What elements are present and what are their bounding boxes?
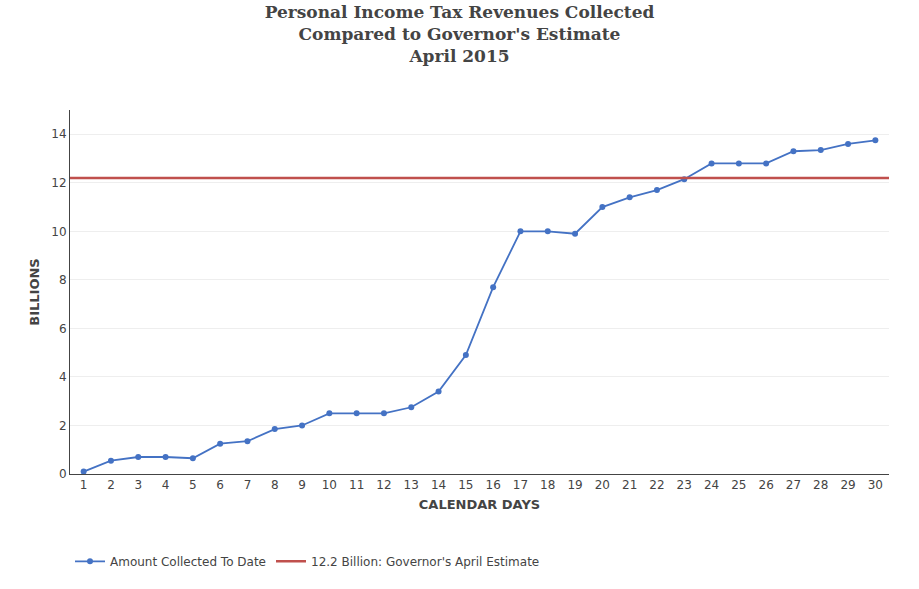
svg-text:4: 4 [59, 370, 67, 384]
svg-text:20: 20 [595, 478, 610, 492]
svg-text:2: 2 [59, 419, 67, 433]
svg-text:13: 13 [404, 478, 419, 492]
svg-text:27: 27 [786, 478, 801, 492]
svg-text:21: 21 [622, 478, 637, 492]
svg-text:0: 0 [59, 467, 67, 481]
svg-text:12: 12 [376, 478, 391, 492]
svg-text:2: 2 [107, 478, 115, 492]
svg-text:14: 14 [51, 127, 66, 141]
svg-text:12: 12 [51, 176, 66, 190]
svg-text:19: 19 [567, 478, 582, 492]
svg-text:8: 8 [271, 478, 279, 492]
svg-text:6: 6 [59, 322, 67, 336]
svg-text:11: 11 [349, 478, 364, 492]
svg-text:10: 10 [51, 225, 66, 239]
svg-text:Personal Income Tax Revenues C: Personal Income Tax Revenues CollectedCo… [265, 2, 655, 66]
svg-text:6: 6 [216, 478, 224, 492]
svg-text:23: 23 [677, 478, 692, 492]
svg-text:17: 17 [513, 478, 528, 492]
svg-text:22: 22 [649, 478, 664, 492]
svg-text:12.2 Billion: Governor's April: 12.2 Billion: Governor's April Estimate [311, 555, 539, 569]
svg-text:8: 8 [59, 273, 67, 287]
svg-text:CALENDAR DAYS: CALENDAR DAYS [419, 497, 540, 512]
svg-text:1: 1 [80, 478, 88, 492]
svg-text:7: 7 [244, 478, 252, 492]
svg-text:4: 4 [162, 478, 170, 492]
svg-text:16: 16 [486, 478, 501, 492]
svg-text:18: 18 [540, 478, 555, 492]
svg-text:14: 14 [431, 478, 446, 492]
svg-text:26: 26 [759, 478, 774, 492]
svg-text:25: 25 [731, 478, 746, 492]
svg-text:30: 30 [868, 478, 883, 492]
svg-text:9: 9 [298, 478, 306, 492]
svg-text:10: 10 [322, 478, 337, 492]
svg-text:15: 15 [458, 478, 473, 492]
svg-text:29: 29 [840, 478, 855, 492]
svg-text:BILLIONS: BILLIONS [27, 258, 42, 325]
svg-text:3: 3 [134, 478, 142, 492]
svg-text:24: 24 [704, 478, 719, 492]
svg-text:Amount Collected To Date: Amount Collected To Date [110, 555, 266, 569]
svg-text:5: 5 [189, 478, 197, 492]
svg-text:28: 28 [813, 478, 828, 492]
